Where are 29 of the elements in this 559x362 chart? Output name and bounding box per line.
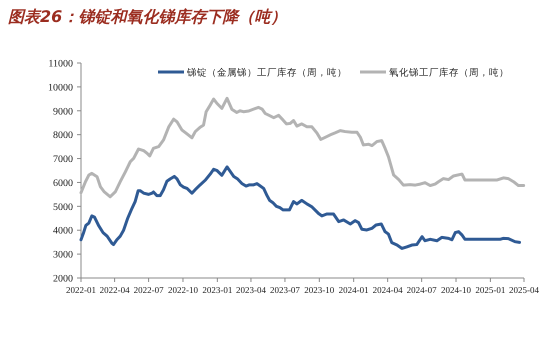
line-series (80, 165, 522, 250)
y-tick-label: 3000 (53, 250, 73, 261)
x-tick-label: 2024-04 (372, 285, 404, 295)
x-tick-label: 2022-04 (100, 285, 130, 295)
y-tick-label: 2000 (53, 274, 73, 284)
x-tick-label: 2022-07 (134, 285, 164, 295)
x-tick-label: 2025-01 (475, 285, 506, 295)
line-series (80, 96, 526, 198)
legend-label: 锑锭（金属锑）工厂库存（周，吨） (186, 66, 347, 78)
legend-label: 氧化锑工厂库存（周，吨） (389, 66, 509, 78)
x-tick-label: 2023-07 (270, 285, 300, 295)
x-tick-label: 2024-01 (338, 285, 369, 295)
x-tick-label: 2024-10 (441, 285, 472, 295)
x-tick-label: 2022-10 (168, 285, 198, 295)
y-tick-label: 11000 (48, 58, 73, 70)
x-tick-label: 2024-07 (406, 285, 438, 295)
x-tick-label: 2025-04 (509, 285, 540, 295)
y-tick-label: 4000 (53, 226, 73, 237)
x-tick-label: 2023-01 (202, 285, 232, 295)
y-tick-label: 10000 (48, 82, 73, 94)
x-tick-label: 2023-10 (304, 285, 335, 295)
y-tick-label: 7000 (53, 154, 73, 166)
x-tick-label: 2022-01 (66, 285, 96, 295)
chart-title: 图表26：锑锭和氧化锑库存下降（吨） (8, 7, 286, 26)
y-tick-label: 6000 (53, 178, 73, 189)
y-tick-label: 8000 (53, 130, 73, 142)
x-tick-label: 2023-04 (236, 285, 266, 295)
y-tick-label: 5000 (53, 202, 73, 213)
y-tick-label: 9000 (53, 106, 73, 118)
